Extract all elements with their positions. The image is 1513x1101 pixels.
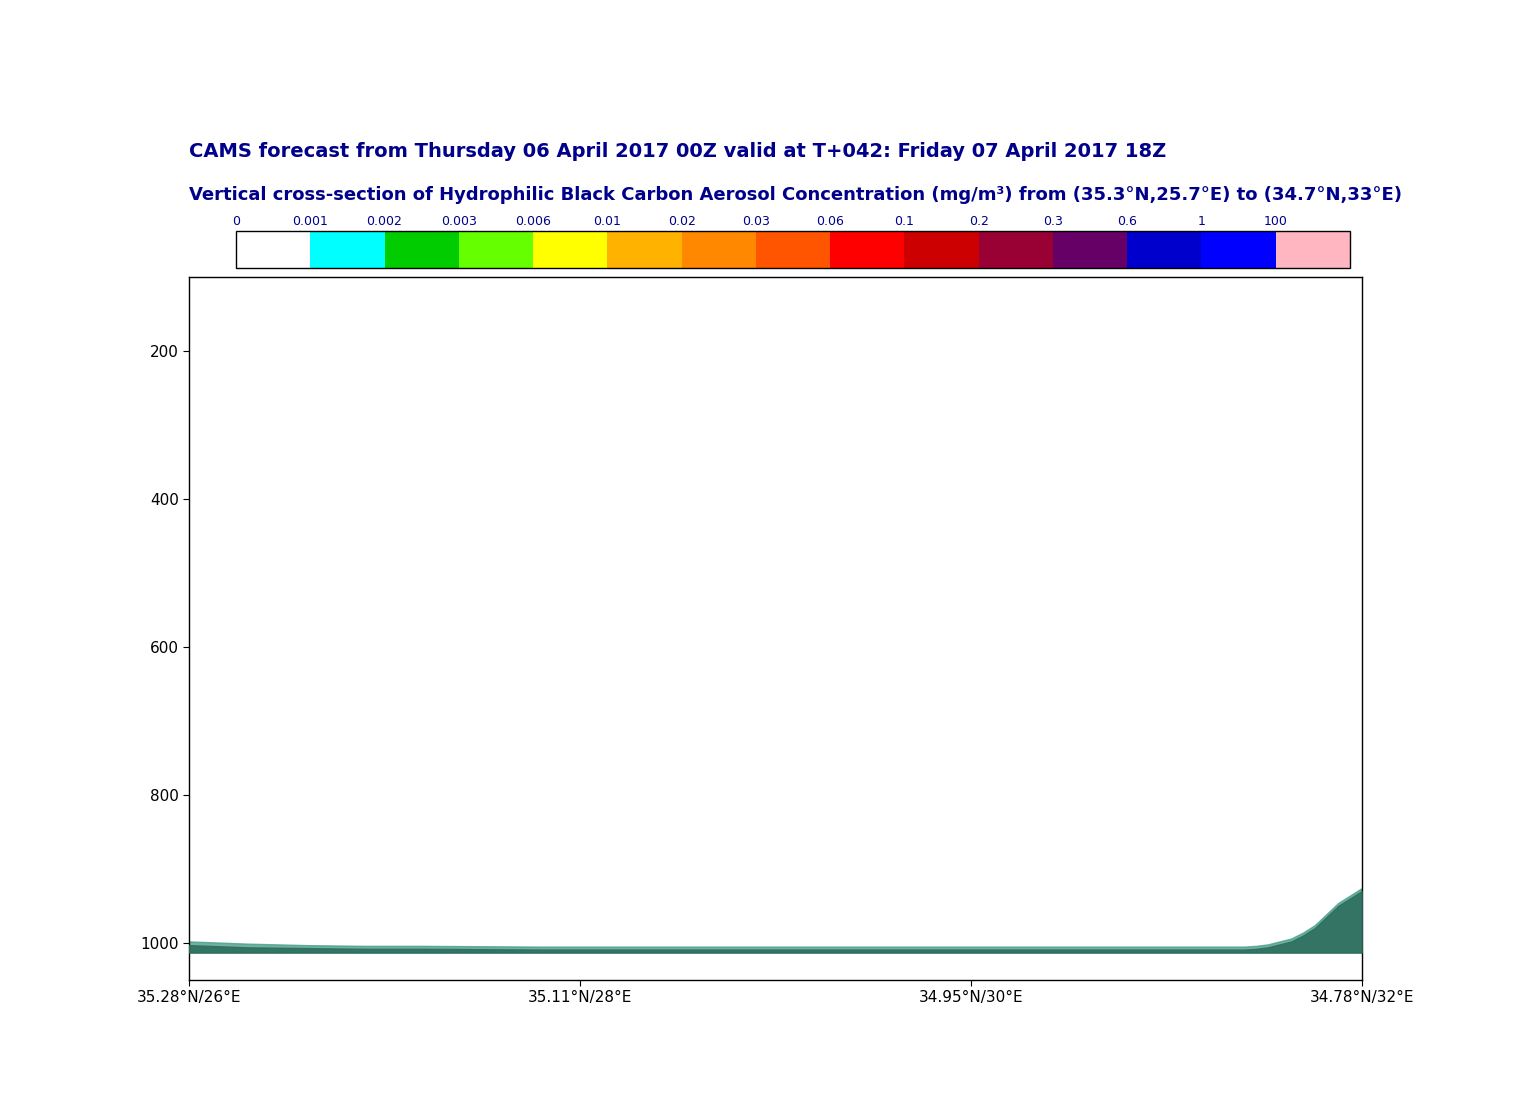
- Text: 0.002: 0.002: [366, 215, 402, 228]
- Bar: [1201, 231, 1275, 269]
- Bar: [905, 231, 979, 269]
- Bar: [831, 231, 905, 269]
- Text: 1: 1: [1197, 215, 1206, 228]
- Text: 100: 100: [1263, 215, 1288, 228]
- Text: 0.003: 0.003: [440, 215, 477, 228]
- Text: 0.01: 0.01: [593, 215, 622, 228]
- Text: Vertical cross-section of Hydrophilic Black Carbon Aerosol Concentration (mg/m³): Vertical cross-section of Hydrophilic Bl…: [189, 186, 1403, 204]
- Text: 0.3: 0.3: [1042, 215, 1062, 228]
- Text: 0.2: 0.2: [968, 215, 988, 228]
- Bar: [236, 231, 310, 269]
- Bar: [310, 231, 384, 269]
- Bar: [681, 231, 756, 269]
- Text: 0.006: 0.006: [514, 215, 551, 228]
- Text: 0.03: 0.03: [741, 215, 770, 228]
- Text: CAMS forecast from Thursday 06 April 2017 00Z valid at T+042: Friday 07 April 20: CAMS forecast from Thursday 06 April 201…: [189, 142, 1167, 161]
- Text: 0.001: 0.001: [292, 215, 328, 228]
- Bar: [1053, 231, 1127, 269]
- Bar: [458, 231, 533, 269]
- Text: 0.02: 0.02: [667, 215, 696, 228]
- Bar: [533, 231, 607, 269]
- Bar: [979, 231, 1053, 269]
- Text: 0: 0: [231, 215, 241, 228]
- Bar: [1275, 231, 1350, 269]
- Bar: [384, 231, 458, 269]
- Text: 0.06: 0.06: [816, 215, 844, 228]
- Bar: [607, 231, 681, 269]
- Bar: [236, 231, 1350, 269]
- Bar: [1127, 231, 1201, 269]
- Text: 0.1: 0.1: [894, 215, 914, 228]
- Bar: [756, 231, 831, 269]
- Text: 0.6: 0.6: [1117, 215, 1138, 228]
